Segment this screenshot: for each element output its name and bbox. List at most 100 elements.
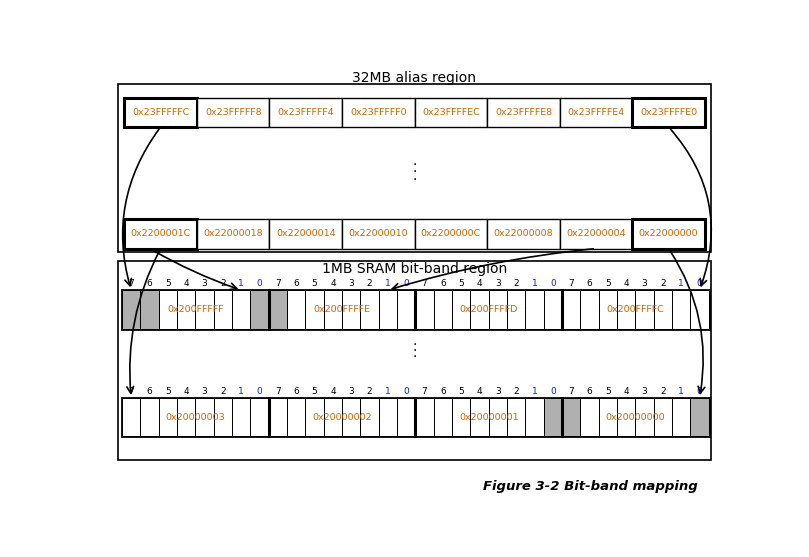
Text: 0x20000000: 0x20000000 xyxy=(606,413,665,422)
Text: 7: 7 xyxy=(569,280,574,289)
Bar xyxy=(434,290,452,329)
Text: 0x23FFFFF0: 0x23FFFFF0 xyxy=(350,108,407,117)
Text: 4: 4 xyxy=(624,280,629,289)
Bar xyxy=(489,290,507,329)
Text: 6: 6 xyxy=(587,280,592,289)
Text: 2: 2 xyxy=(660,280,666,289)
Bar xyxy=(118,84,711,252)
Bar xyxy=(562,290,580,329)
Text: 0: 0 xyxy=(550,280,556,289)
Text: ·: · xyxy=(412,338,417,352)
Text: 0x23FFFFEC: 0x23FFFFEC xyxy=(422,108,480,117)
Text: 7: 7 xyxy=(421,387,427,396)
Text: 0: 0 xyxy=(697,280,702,289)
Bar xyxy=(633,219,705,248)
Bar xyxy=(177,398,196,437)
Text: 2: 2 xyxy=(220,387,226,396)
Bar xyxy=(635,398,654,437)
Text: 7: 7 xyxy=(275,387,281,396)
Text: 0: 0 xyxy=(404,280,409,289)
Text: 0x200FFFFE: 0x200FFFFE xyxy=(314,305,371,314)
Text: 4: 4 xyxy=(330,280,336,289)
Bar xyxy=(324,398,342,437)
Text: 7: 7 xyxy=(129,280,134,289)
Bar xyxy=(342,97,414,127)
Bar xyxy=(415,398,434,437)
Bar xyxy=(672,290,690,329)
Bar xyxy=(141,290,159,329)
Text: 6: 6 xyxy=(294,387,299,396)
Text: 7: 7 xyxy=(569,387,574,396)
Text: 6: 6 xyxy=(146,280,152,289)
Text: 3: 3 xyxy=(495,387,501,396)
Bar xyxy=(196,290,214,329)
Bar xyxy=(342,398,360,437)
Text: 5: 5 xyxy=(605,280,611,289)
Bar xyxy=(342,219,414,248)
Text: 0x20000001: 0x20000001 xyxy=(459,413,519,422)
Text: 7: 7 xyxy=(275,280,281,289)
Bar xyxy=(487,219,560,248)
Text: 6: 6 xyxy=(440,387,446,396)
Bar xyxy=(599,398,617,437)
Bar xyxy=(305,290,324,329)
Text: 2: 2 xyxy=(514,387,519,396)
Bar xyxy=(287,290,305,329)
Text: 5: 5 xyxy=(311,280,317,289)
Text: 1: 1 xyxy=(385,387,391,396)
Bar xyxy=(470,290,489,329)
Text: 0x200FFFFF: 0x200FFFFF xyxy=(167,305,223,314)
Text: ·: · xyxy=(412,158,417,172)
Text: 6: 6 xyxy=(587,387,592,396)
Text: 0x23FFFFFC: 0x23FFFFFC xyxy=(132,108,189,117)
Text: 0x22000010: 0x22000010 xyxy=(349,229,409,238)
Bar xyxy=(397,290,415,329)
Text: 5: 5 xyxy=(459,387,464,396)
Bar xyxy=(196,398,214,437)
Text: 0x200FFFFD: 0x200FFFFD xyxy=(460,305,518,314)
Text: 7: 7 xyxy=(421,280,427,289)
Bar xyxy=(125,97,197,127)
Bar xyxy=(269,219,342,248)
Bar xyxy=(562,398,580,437)
Bar xyxy=(507,290,525,329)
Text: 1: 1 xyxy=(239,280,244,289)
Text: 0x22000004: 0x22000004 xyxy=(566,229,626,238)
Text: 1: 1 xyxy=(679,280,684,289)
Text: 1: 1 xyxy=(239,387,244,396)
Text: 0x22000008: 0x22000008 xyxy=(493,229,553,238)
Text: 3: 3 xyxy=(349,387,354,396)
Bar xyxy=(324,290,342,329)
Text: 0x200FFFFC: 0x200FFFFC xyxy=(607,305,664,314)
Text: ·: · xyxy=(412,350,417,364)
Text: 0x23FFFFF8: 0x23FFFFF8 xyxy=(205,108,261,117)
Text: 0x2200000C: 0x2200000C xyxy=(421,229,481,238)
Bar xyxy=(507,398,525,437)
Text: 0x20000003: 0x20000003 xyxy=(166,413,225,422)
Text: 0x23FFFFE0: 0x23FFFFE0 xyxy=(640,108,697,117)
Bar xyxy=(360,290,379,329)
Bar xyxy=(654,290,672,329)
Text: 4: 4 xyxy=(184,280,189,289)
Bar xyxy=(287,398,305,437)
Text: 6: 6 xyxy=(440,280,446,289)
Text: 4: 4 xyxy=(624,387,629,396)
Bar xyxy=(159,398,177,437)
Text: 2: 2 xyxy=(220,280,226,289)
Bar xyxy=(141,398,159,437)
Text: Figure 3-2 Bit-band mapping: Figure 3-2 Bit-band mapping xyxy=(483,480,698,493)
Bar xyxy=(617,398,635,437)
Bar xyxy=(414,97,487,127)
Text: 4: 4 xyxy=(477,280,482,289)
Text: 5: 5 xyxy=(459,280,464,289)
Bar xyxy=(232,290,250,329)
Bar xyxy=(197,219,269,248)
Text: 3: 3 xyxy=(349,280,354,289)
Text: 0x23FFFFE4: 0x23FFFFE4 xyxy=(567,108,625,117)
Text: 3: 3 xyxy=(642,280,647,289)
Bar xyxy=(379,398,397,437)
Bar xyxy=(414,219,487,248)
Bar xyxy=(159,290,177,329)
Bar xyxy=(452,398,470,437)
Bar xyxy=(434,398,452,437)
